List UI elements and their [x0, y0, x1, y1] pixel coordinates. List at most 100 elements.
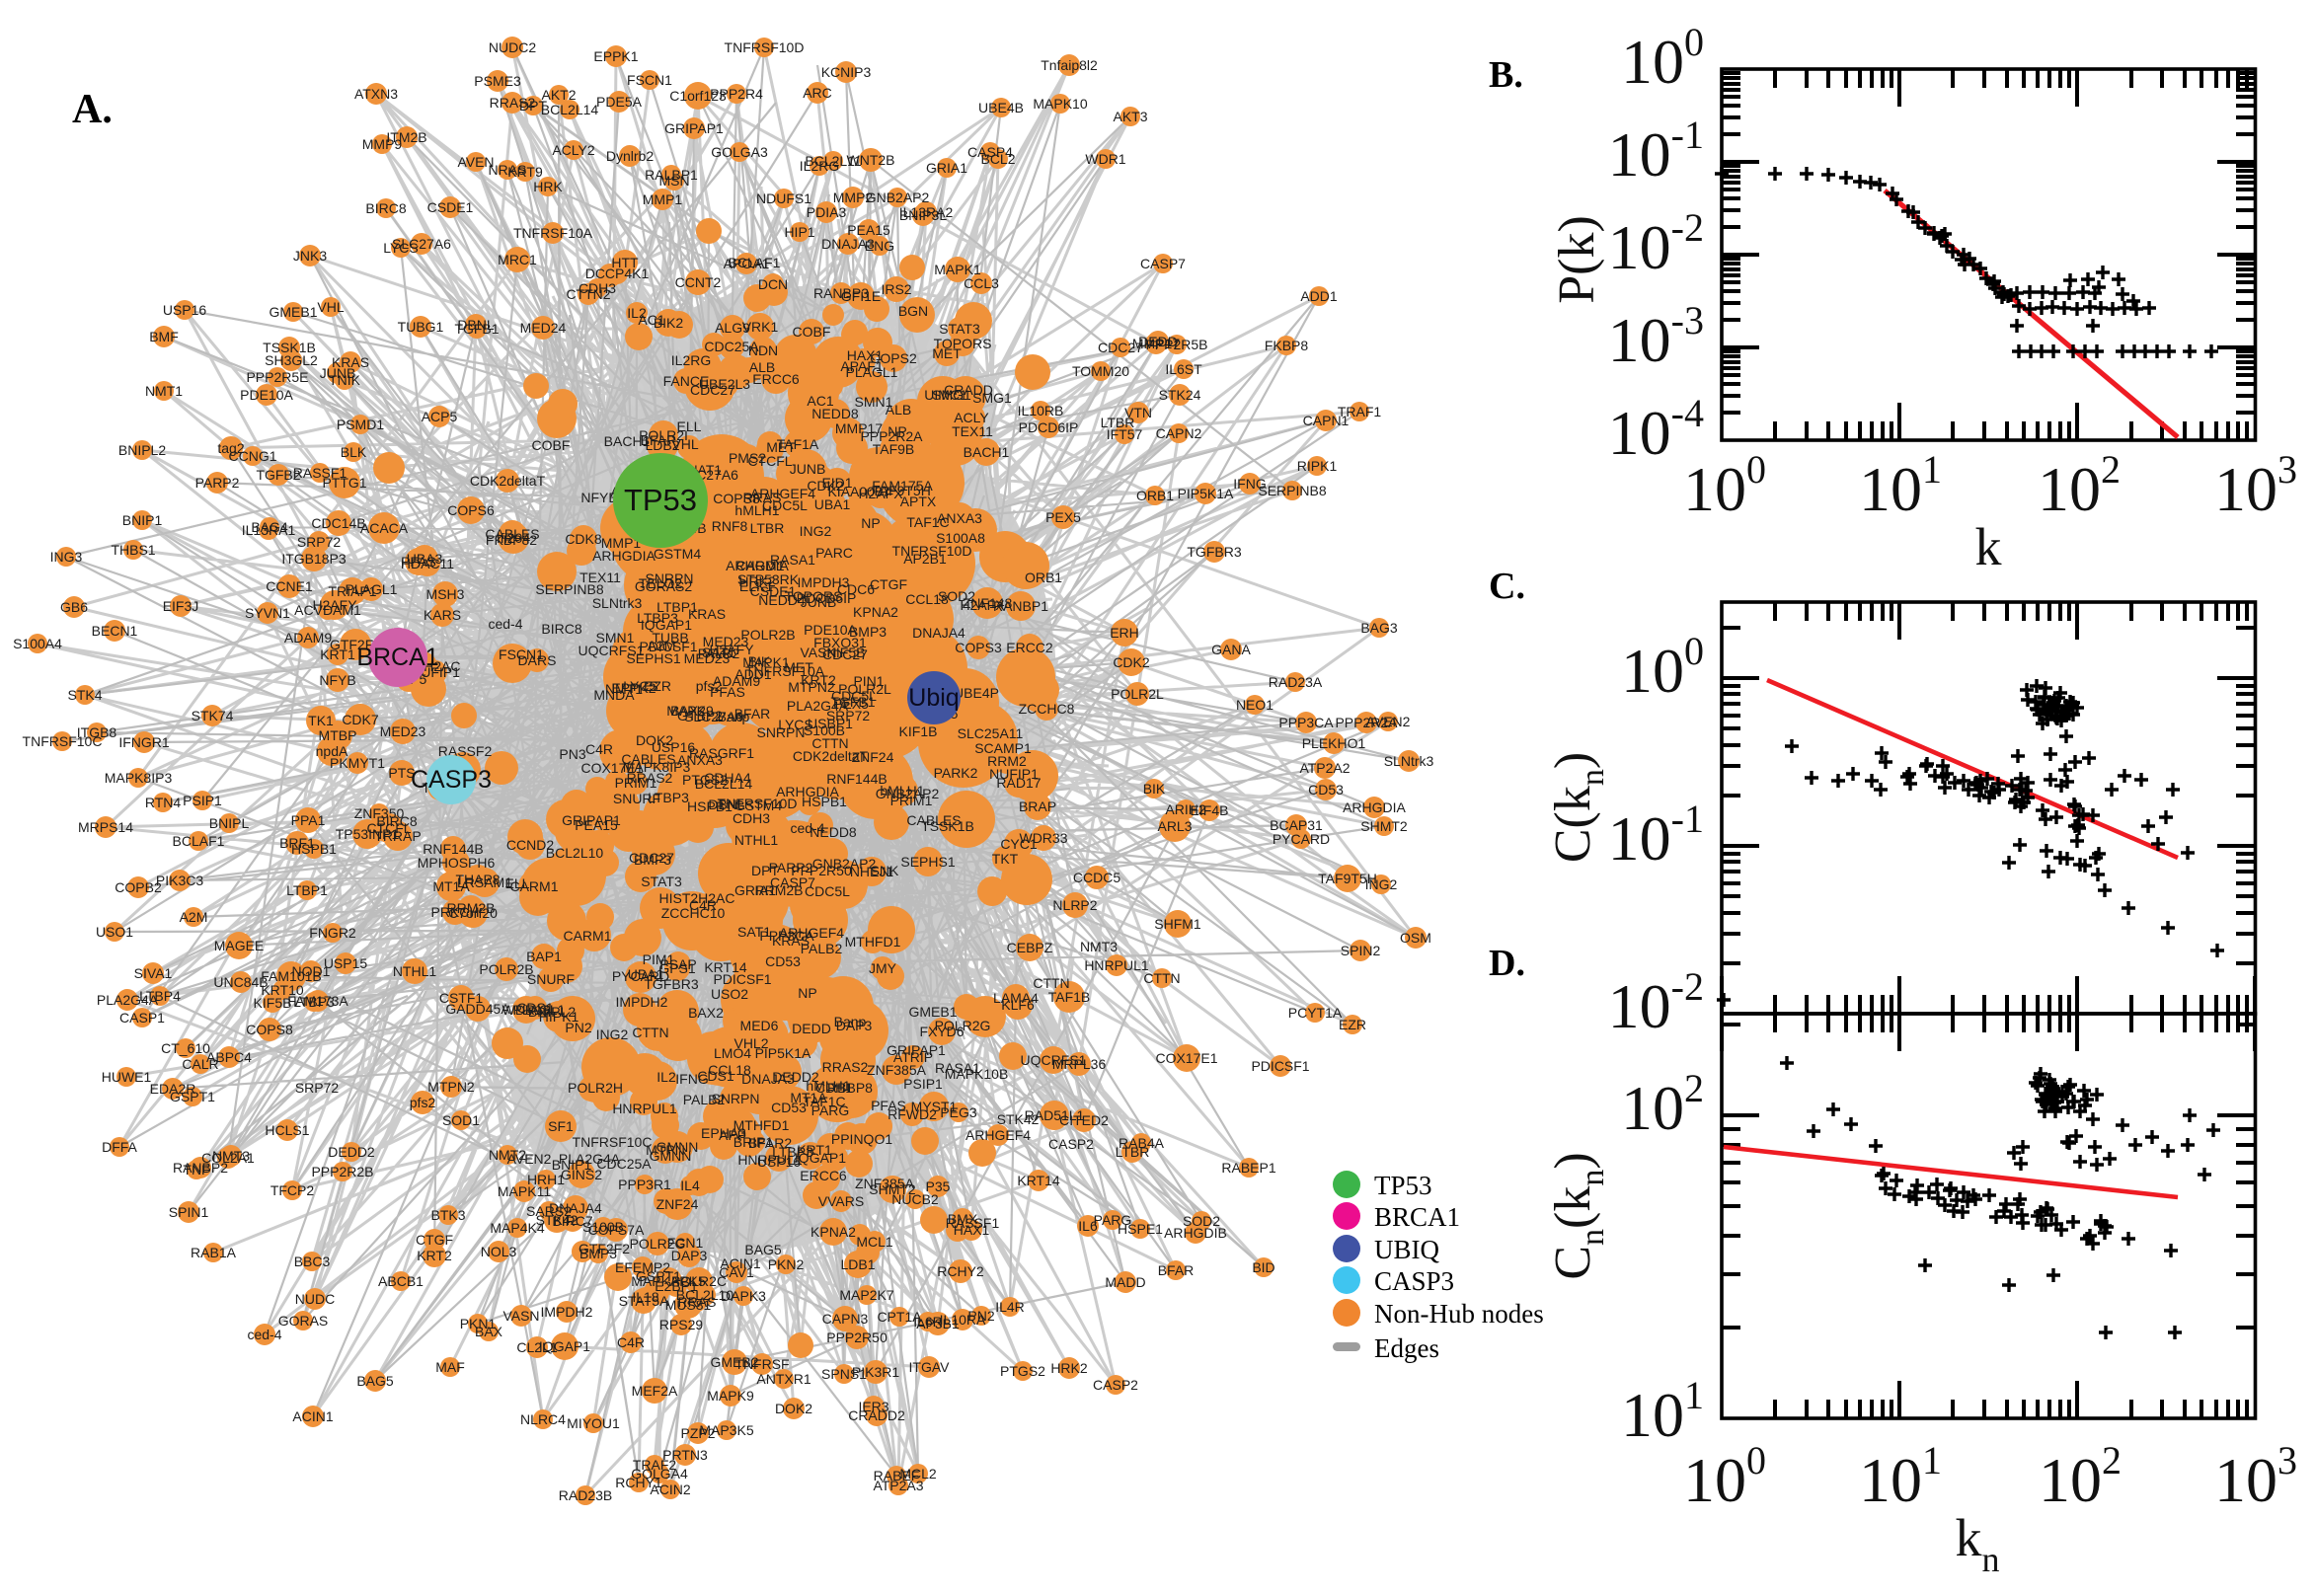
svg-text:ACIN2: ACIN2 — [650, 1482, 690, 1497]
svg-text:PFAS: PFAS — [401, 554, 436, 570]
svg-text:BCL2L11: BCL2L11 — [805, 153, 862, 169]
svg-text:DEDD2: DEDD2 — [772, 1069, 819, 1085]
svg-text:SMN1: SMN1 — [596, 630, 635, 646]
svg-text:NHEJ1: NHEJ1 — [850, 864, 894, 879]
svg-text:CDC6: CDC6 — [837, 581, 875, 597]
svg-text:ALG9: ALG9 — [715, 320, 750, 336]
svg-text:BCL2: BCL2 — [980, 151, 1015, 167]
svg-text:TOPORS: TOPORS — [934, 336, 992, 351]
svg-text:TSSK1B: TSSK1B — [263, 340, 316, 355]
svg-text:PLA2G4A: PLA2G4A — [559, 1151, 621, 1167]
svg-text:HDAC11: HDAC11 — [401, 556, 454, 571]
svg-text:BRAP: BRAP — [1019, 798, 1056, 814]
svg-text:CDC14B: CDC14B — [311, 515, 365, 531]
svg-text:KCNIP3: KCNIP3 — [821, 64, 872, 80]
svg-text:MAPK9: MAPK9 — [666, 703, 714, 719]
svg-text:TRIAP1: TRIAP1 — [328, 583, 376, 599]
svg-text:NP: NP — [861, 515, 880, 531]
svg-text:SERPINB8: SERPINB8 — [535, 581, 603, 597]
svg-text:SNRPN: SNRPN — [711, 1091, 759, 1106]
svg-text:TP53: TP53 — [1374, 1171, 1432, 1200]
svg-text:CABLES: CABLES — [906, 812, 961, 828]
svg-text:VRK1: VRK1 — [742, 319, 779, 335]
svg-text:GTF2F2: GTF2F2 — [330, 637, 381, 652]
svg-text:PN2: PN2 — [565, 1020, 591, 1035]
svg-text:CTTN: CTTN — [811, 735, 848, 751]
svg-text:PRKCH: PRKCH — [430, 904, 479, 920]
svg-text:OSM: OSM — [1400, 930, 1431, 946]
svg-text:TRRAP: TRRAP — [374, 828, 421, 844]
svg-text:PALB2: PALB2 — [801, 941, 843, 956]
svg-text:EPPK1: EPPK1 — [593, 48, 638, 64]
svg-text:NTHL1: NTHL1 — [734, 832, 779, 848]
svg-text:PRIM1: PRIM1 — [890, 793, 933, 808]
svg-text:SRP72: SRP72 — [826, 708, 871, 723]
svg-text:EIF3J: EIF3J — [163, 598, 199, 614]
svg-text:BAG5: BAG5 — [356, 1373, 394, 1389]
svg-text:ABCB1: ABCB1 — [378, 1273, 424, 1289]
svg-text:hMLH1: hMLH1 — [880, 783, 924, 798]
svg-text:KIF5B: KIF5B — [827, 645, 866, 660]
svg-text:NFYB: NFYB — [580, 490, 617, 505]
svg-text:GRIA1: GRIA1 — [734, 882, 776, 898]
svg-text:KRT9: KRT9 — [507, 164, 543, 180]
svg-text:GINS2: GINS2 — [561, 1167, 602, 1182]
svg-text:CDH3: CDH3 — [733, 810, 770, 826]
svg-text:RAD51L1: RAD51L1 — [1025, 1107, 1085, 1123]
svg-text:GORAS2: GORAS2 — [635, 578, 693, 594]
svg-text:HIPK1: HIPK1 — [539, 1009, 579, 1025]
svg-text:BRIP1: BRIP1 — [733, 1134, 774, 1150]
svg-text:ELK1: ELK1 — [739, 578, 773, 594]
svg-text:ACP5: ACP5 — [422, 409, 458, 424]
svg-text:TUBG1: TUBG1 — [398, 319, 444, 335]
svg-text:GADD45A: GADD45A — [445, 1001, 510, 1017]
svg-text:GNB2AP2: GNB2AP2 — [876, 786, 940, 801]
svg-text:AC1: AC1 — [807, 393, 833, 409]
svg-text:EZR: EZR — [644, 678, 671, 694]
svg-text:EIF4B: EIF4B — [1191, 802, 1229, 818]
svg-text:HAX1: HAX1 — [847, 347, 884, 363]
svg-text:POLR2C: POLR2C — [671, 1273, 727, 1289]
svg-text:CASP3: CASP3 — [411, 766, 492, 794]
svg-text:KRAS: KRAS — [332, 354, 369, 370]
svg-text:ADAM9: ADAM9 — [713, 673, 760, 689]
svg-text:AVEN2: AVEN2 — [507, 1151, 552, 1167]
svg-text:CDK2deltaT: CDK2deltaT — [793, 748, 869, 764]
svg-text:HUWE1: HUWE1 — [102, 1069, 152, 1085]
svg-text:ADAM9: ADAM9 — [284, 630, 332, 646]
svg-text:npdA: npdA — [316, 743, 348, 759]
svg-text:DCN: DCN — [758, 276, 788, 292]
svg-text:BLK: BLK — [341, 444, 367, 460]
svg-text:PKN1: PKN1 — [460, 1316, 497, 1331]
svg-text:PIP5K1A: PIP5K1A — [755, 1045, 811, 1061]
svg-text:GMEB1: GMEB1 — [269, 304, 317, 320]
svg-text:MSN: MSN — [658, 173, 689, 189]
svg-text:ARHGEF4: ARHGEF4 — [965, 1127, 1031, 1143]
svg-text:GMNN: GMNN — [656, 1139, 699, 1155]
svg-text:SHFM1: SHFM1 — [1154, 916, 1201, 932]
svg-text:ANXA3: ANXA3 — [677, 752, 723, 768]
svg-text:NMT3: NMT3 — [212, 1148, 250, 1164]
svg-text:DCCP4K1: DCCP4K1 — [585, 266, 650, 281]
svg-text:GNB2AP2: GNB2AP2 — [866, 190, 930, 205]
svg-text:WDR16: WDR16 — [502, 1002, 550, 1018]
svg-text:RRAS: RRAS — [743, 490, 782, 505]
svg-text:102: 102 — [1621, 1066, 1704, 1143]
svg-text:RASGRF1: RASGRF1 — [689, 745, 754, 761]
svg-text:RNF8: RNF8 — [712, 518, 748, 534]
svg-text:TAF1A: TAF1A — [777, 436, 819, 452]
svg-text:COPS8: COPS8 — [713, 491, 760, 506]
svg-text:pfs2: pfs2 — [410, 1095, 436, 1110]
svg-text:CASP1: CASP1 — [119, 1010, 165, 1026]
svg-text:GB6: GB6 — [60, 599, 88, 615]
svg-text:NMT1: NMT1 — [605, 681, 643, 697]
svg-text:GRIA1: GRIA1 — [926, 160, 967, 176]
svg-text:CDC5L: CDC5L — [805, 883, 850, 899]
svg-text:CT_610: CT_610 — [161, 1040, 210, 1056]
svg-text:PPP2R2A: PPP2R2A — [860, 428, 923, 444]
svg-text:MTBP: MTBP — [319, 727, 357, 743]
svg-text:CALR: CALR — [182, 1056, 218, 1072]
svg-text:PLA2G4A: PLA2G4A — [787, 698, 849, 714]
svg-text:TRAF2: TRAF2 — [633, 1457, 677, 1473]
svg-text:ARHGDIA: ARHGDIA — [776, 784, 839, 799]
